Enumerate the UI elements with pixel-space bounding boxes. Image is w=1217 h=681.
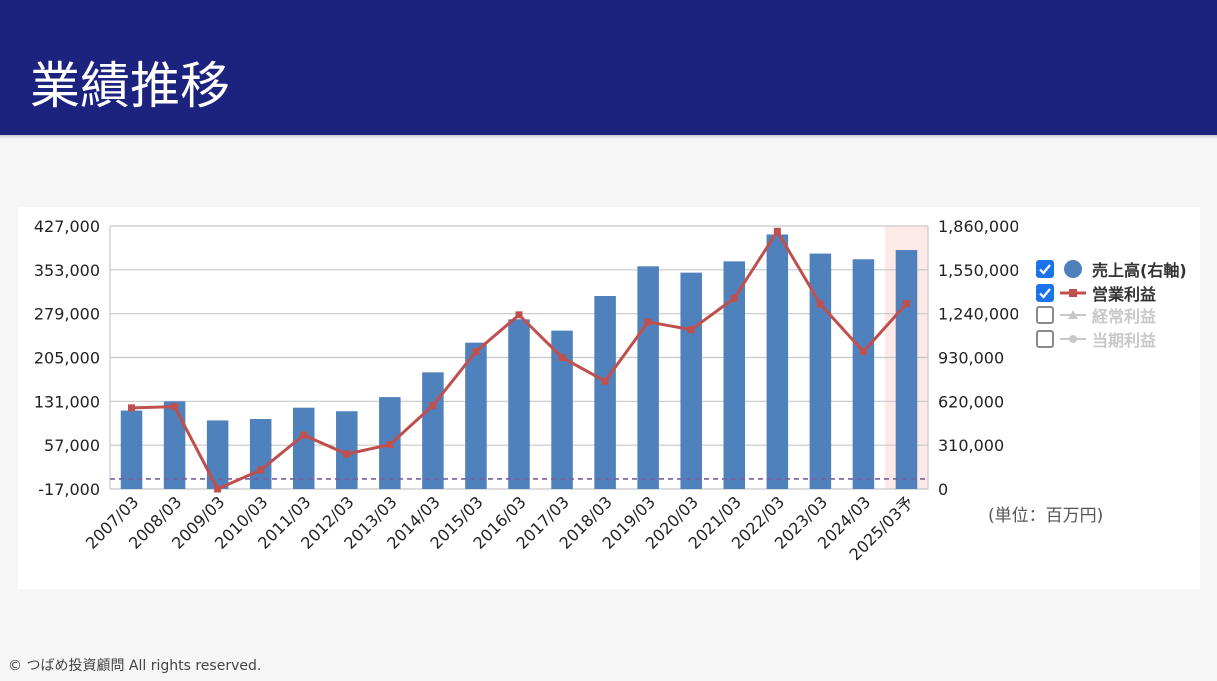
right-axis-tick-label: 930,000: [938, 349, 1004, 368]
operating-profit-point: [214, 485, 222, 493]
sales-bar: [206, 420, 229, 489]
sales-bar: [336, 411, 358, 489]
operating-profit-point: [128, 404, 136, 412]
sales-bar: [680, 272, 702, 489]
copyright-notice: © つばめ投資顧問 All rights reserved.: [8, 658, 262, 674]
line-circle-marker-icon: [1060, 329, 1086, 349]
right-axis-tick-label: 310,000: [938, 436, 1004, 455]
legend-item-operating-profit[interactable]: 営業利益: [1036, 282, 1156, 304]
line-triangle-marker-icon: [1060, 305, 1086, 325]
operating-profit-point: [171, 403, 179, 411]
sales-bar: [766, 234, 789, 489]
chart-panel: 427,000 353,000 279,000 205,000 131,000 57,00…: [18, 207, 1200, 589]
left-axis-tick-label: 205,000: [34, 349, 100, 368]
checkmark-icon: [1039, 288, 1051, 299]
sales-bar: [723, 261, 746, 489]
left-axis-tick-label: 131,000: [34, 392, 100, 411]
sales-bar: [465, 342, 487, 489]
operating-profit-point: [386, 441, 394, 449]
operating-profit-point: [300, 431, 308, 439]
sales-bar: [249, 419, 272, 489]
operating-profit-point: [816, 300, 824, 308]
legend-checkbox-sales[interactable]: [1036, 260, 1054, 278]
legend-label-sales: 売上高(右軸): [1092, 261, 1187, 280]
circle-marker-icon: [1060, 259, 1086, 279]
page-title: 業績推移: [30, 57, 230, 115]
left-axis-tick-label: 427,000: [34, 217, 100, 236]
legend-checkbox-operating-profit[interactable]: [1036, 284, 1054, 302]
right-axis-tick-label: 1,550,000: [938, 261, 1018, 280]
sales-bar: [120, 410, 143, 489]
legend-label-ordinary-profit: 経常利益: [1092, 307, 1157, 326]
left-axis-tick-label: 353,000: [34, 261, 100, 280]
legend-item-ordinary-profit[interactable]: 経常利益: [1036, 304, 1156, 326]
operating-profit-point: [687, 326, 695, 334]
sales-bar: [852, 259, 875, 489]
operating-profit-point: [730, 294, 738, 302]
legend-label-net-profit: 当期利益: [1092, 331, 1157, 350]
legend-item-sales[interactable]: 売上高(右軸): [1036, 258, 1187, 280]
left-axis-tick-label: 57,000: [44, 436, 100, 455]
operating-profit-point: [343, 450, 351, 458]
unit-label: (単位：百万円): [988, 506, 1104, 526]
operating-profit-point: [902, 300, 910, 308]
sales-bar: [163, 401, 186, 489]
performance-chart: 427,000 353,000 279,000 205,000 131,000 57,00…: [34, 217, 1018, 564]
sales-bar: [422, 372, 444, 489]
sales-bar: [551, 330, 573, 489]
legend-label-operating-profit: 営業利益: [1092, 285, 1157, 304]
sales-bar: [292, 407, 315, 489]
operating-profit-point: [859, 348, 867, 356]
checkmark-icon: [1039, 264, 1051, 275]
left-axis-tick-label: -17,000: [38, 480, 100, 499]
legend-checkbox-net-profit[interactable]: [1036, 330, 1054, 348]
operating-profit-point: [644, 318, 652, 326]
header-shadow: [0, 135, 1217, 139]
operating-profit-point: [257, 466, 265, 474]
operating-profit-point: [515, 311, 523, 319]
legend-item-net-profit[interactable]: 当期利益: [1036, 328, 1156, 350]
right-axis-tick-label: 1,860,000: [938, 217, 1018, 236]
right-axis-tick-label: 620,000: [938, 392, 1004, 411]
sales-bar: [637, 266, 659, 489]
operating-profit-point: [429, 401, 437, 409]
sales-bar: [508, 319, 530, 489]
operating-profit-point: [601, 377, 609, 385]
sales-bar: [809, 253, 832, 489]
operating-profit-point: [773, 227, 781, 235]
operating-profit-point: [558, 354, 566, 361]
operating-profit-point: [472, 348, 480, 356]
header-bar: 業績推移: [0, 0, 1217, 139]
right-axis-tick-label: 0: [938, 480, 948, 499]
left-axis-tick-label: 279,000: [34, 305, 100, 324]
legend-checkbox-ordinary-profit[interactable]: [1036, 306, 1054, 324]
sales-bar: [594, 295, 616, 489]
line-square-marker-icon: [1060, 283, 1086, 303]
right-axis-tick-label: 1,240,000: [938, 305, 1018, 324]
sales-bar: [895, 250, 918, 489]
